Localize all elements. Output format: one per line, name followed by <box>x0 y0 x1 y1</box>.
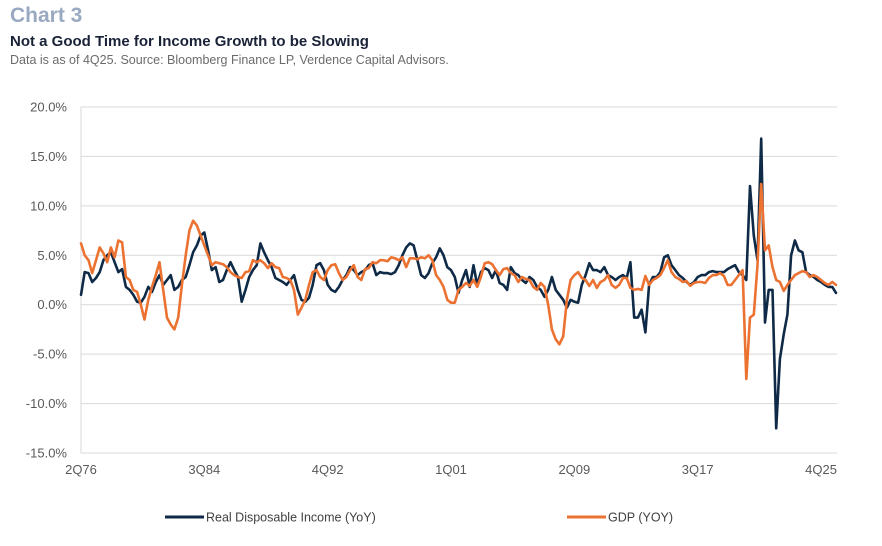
legend-label: Real Disposable Income (YoY) <box>206 511 376 525</box>
series-line-rdi <box>79 137 838 430</box>
y-tick-label: 0.0% <box>37 297 67 312</box>
legend-item-gdp: GDP (YOY) <box>567 511 673 525</box>
chart-source-note: Data is as of 4Q25. Source: Bloomberg Fi… <box>10 53 449 67</box>
gridlines <box>81 106 837 454</box>
y-tick-label: 10.0% <box>30 198 67 213</box>
y-tick-label: 20.0% <box>30 100 67 115</box>
legend-label: GDP (YOY) <box>608 511 673 525</box>
x-tick-label: 1Q01 <box>435 462 467 477</box>
x-tick-label: 2Q76 <box>65 462 97 477</box>
series-lines <box>79 137 838 430</box>
x-tick-label: 3Q17 <box>682 462 714 477</box>
x-tick-label: 4Q25 <box>805 462 837 477</box>
legend: Real Disposable Income (YoY) GDP (YOY) <box>165 511 673 525</box>
x-tick-label: 4Q92 <box>312 462 344 477</box>
chart-title: Not a Good Time for Income Growth to be … <box>10 33 369 50</box>
y-tick-label: -15.0% <box>26 446 68 461</box>
y-tick-label: -10.0% <box>26 396 68 411</box>
y-tick-label: 5.0% <box>37 248 67 263</box>
x-axis-ticks: 2Q76 3Q84 4Q92 1Q01 2Q09 3Q17 4Q25 <box>65 462 837 477</box>
x-tick-label: 2Q09 <box>558 462 590 477</box>
legend-item-rdi: Real Disposable Income (YoY) <box>165 511 376 525</box>
y-tick-label: -5.0% <box>33 347 67 362</box>
chart-number: Chart 3 <box>10 4 83 27</box>
y-axis-ticks: 20.0% 15.0% 10.0% 5.0% 0.0% -5.0% -10.0% -15.0% <box>26 100 68 461</box>
y-tick-label: 15.0% <box>30 149 67 164</box>
x-tick-label: 3Q84 <box>188 462 220 477</box>
series-line-gdp <box>79 182 838 381</box>
